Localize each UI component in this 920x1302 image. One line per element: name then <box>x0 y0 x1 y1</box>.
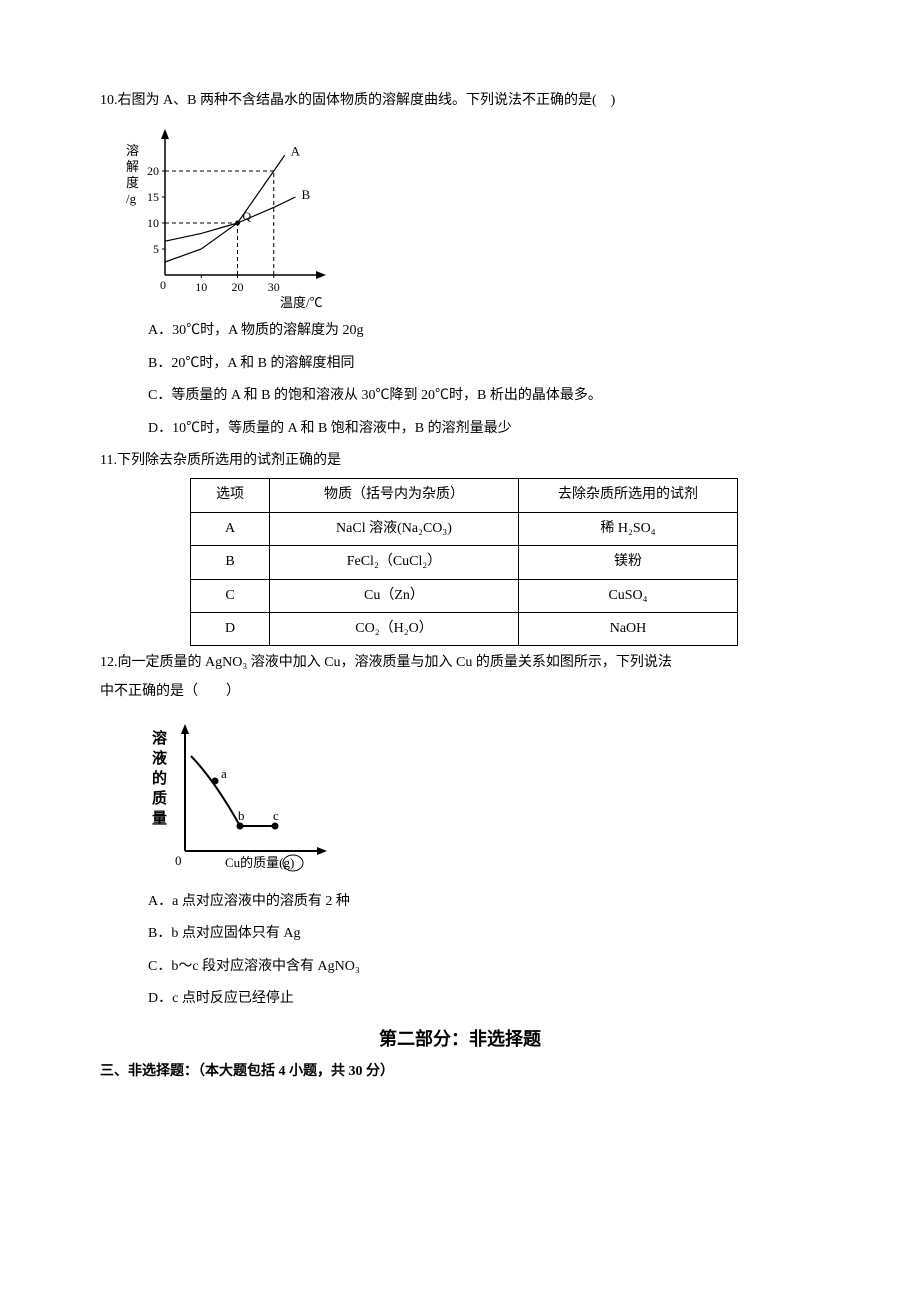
q10-number: 10. <box>100 93 118 108</box>
svg-text:b: b <box>238 808 245 823</box>
q11-number: 11. <box>100 453 117 468</box>
svg-text:Q: Q <box>243 209 252 223</box>
q12-option-d: D．c 点时反应已经停止 <box>148 988 820 1010</box>
svg-text:Cu的质量(g): Cu的质量(g) <box>225 855 294 870</box>
q12-option-a: A．a 点对应溶液中的溶质有 2 种 <box>148 891 820 913</box>
svg-text:溶: 溶 <box>126 143 139 158</box>
q11-stem: 11.下列除去杂质所选用的试剂正确的是 <box>100 450 820 472</box>
q11-th-2: 去除杂质所选用的试剂 <box>519 479 738 512</box>
table-row: A NaCl 溶液(Na₂CO₃) 稀 H₂SO₄ <box>191 512 738 545</box>
q12-stem2: 中不正确的是（ ） <box>100 681 820 703</box>
svg-text:20: 20 <box>147 164 159 178</box>
q12-chart: a b c 0 Cu的质量(g) 溶液的质量 <box>130 711 350 881</box>
q12-option-c: C．b～c 段对应溶液中含有 AgNO₃ <box>148 956 820 978</box>
q10-option-d: D．10℃时，等质量的 A 和 B 饱和溶液中，B 的溶剂量最少 <box>148 418 820 440</box>
svg-text:5: 5 <box>153 242 159 256</box>
q11-th-0: 选项 <box>191 479 270 512</box>
table-row: D CO₂（H₂O） NaOH <box>191 612 738 645</box>
q10-option-c: C．等质量的 A 和 B 的饱和溶液从 30℃降到 20℃时，B 析出的晶体最多… <box>148 385 820 407</box>
q10-stem: 10.右图为 A、B 两种不含结晶水的固体物质的溶解度曲线。下列说法不正确的是(… <box>100 90 820 112</box>
q10-option-a: A．30℃时，A 物质的溶解度为 20g <box>148 320 820 342</box>
section-title: 第二部分：非选择题 <box>100 1025 820 1054</box>
svg-text:B: B <box>302 187 311 202</box>
svg-text:度: 度 <box>126 175 139 190</box>
q10-chart: 5 10 15 20 0 10 20 30 A B Q 溶解度/g 温度/℃ <box>110 120 340 310</box>
q11-th-1: 物质（括号内为杂质） <box>270 479 519 512</box>
section-sub: 三、非选择题：（本大题包括 4 小题，共 30 分） <box>100 1061 820 1083</box>
table-row: B FeCl₂（CuCl₂） 镁粉 <box>191 546 738 579</box>
svg-text:/g: /g <box>126 191 137 206</box>
q11-table: 选项 物质（括号内为杂质） 去除杂质所选用的试剂 A NaCl 溶液(Na₂CO… <box>190 478 738 646</box>
svg-text:10: 10 <box>147 216 159 230</box>
svg-text:10: 10 <box>195 280 207 294</box>
table-row: C Cu（Zn） CuSO₄ <box>191 579 738 612</box>
svg-text:15: 15 <box>147 190 159 204</box>
q12-stem: 12.向一定质量的 AgNO₃ 溶液中加入 Cu，溶液质量与加入 Cu 的质量关… <box>100 652 820 674</box>
svg-text:30: 30 <box>268 280 280 294</box>
svg-text:的: 的 <box>152 769 167 787</box>
svg-text:量: 量 <box>152 810 167 827</box>
q11-text: 下列除去杂质所选用的试剂正确的是 <box>117 453 341 468</box>
svg-text:溶: 溶 <box>152 729 167 747</box>
q10-text: 右图为 A、B 两种不含结晶水的固体物质的溶解度曲线。下列说法不正确的是( ) <box>118 93 616 108</box>
q12-text-pre: 向一定质量的 AgNO₃ 溶液中加入 Cu，溶液质量与加入 Cu 的质量关系如图… <box>118 655 672 670</box>
svg-text:0: 0 <box>160 278 166 292</box>
svg-text:质: 质 <box>152 789 167 807</box>
svg-text:温度/℃: 温度/℃ <box>280 295 323 310</box>
q12-option-b: B．b 点对应固体只有 Ag <box>148 923 820 945</box>
svg-text:20: 20 <box>232 280 244 294</box>
q12-number: 12. <box>100 655 118 670</box>
svg-text:液: 液 <box>152 749 168 767</box>
q10-option-b: B．20℃时，A 和 B 的溶解度相同 <box>148 353 820 375</box>
svg-text:a: a <box>221 766 227 781</box>
svg-text:0: 0 <box>175 853 182 868</box>
svg-text:c: c <box>273 808 279 823</box>
svg-text:A: A <box>291 144 301 159</box>
svg-text:解: 解 <box>126 159 139 174</box>
